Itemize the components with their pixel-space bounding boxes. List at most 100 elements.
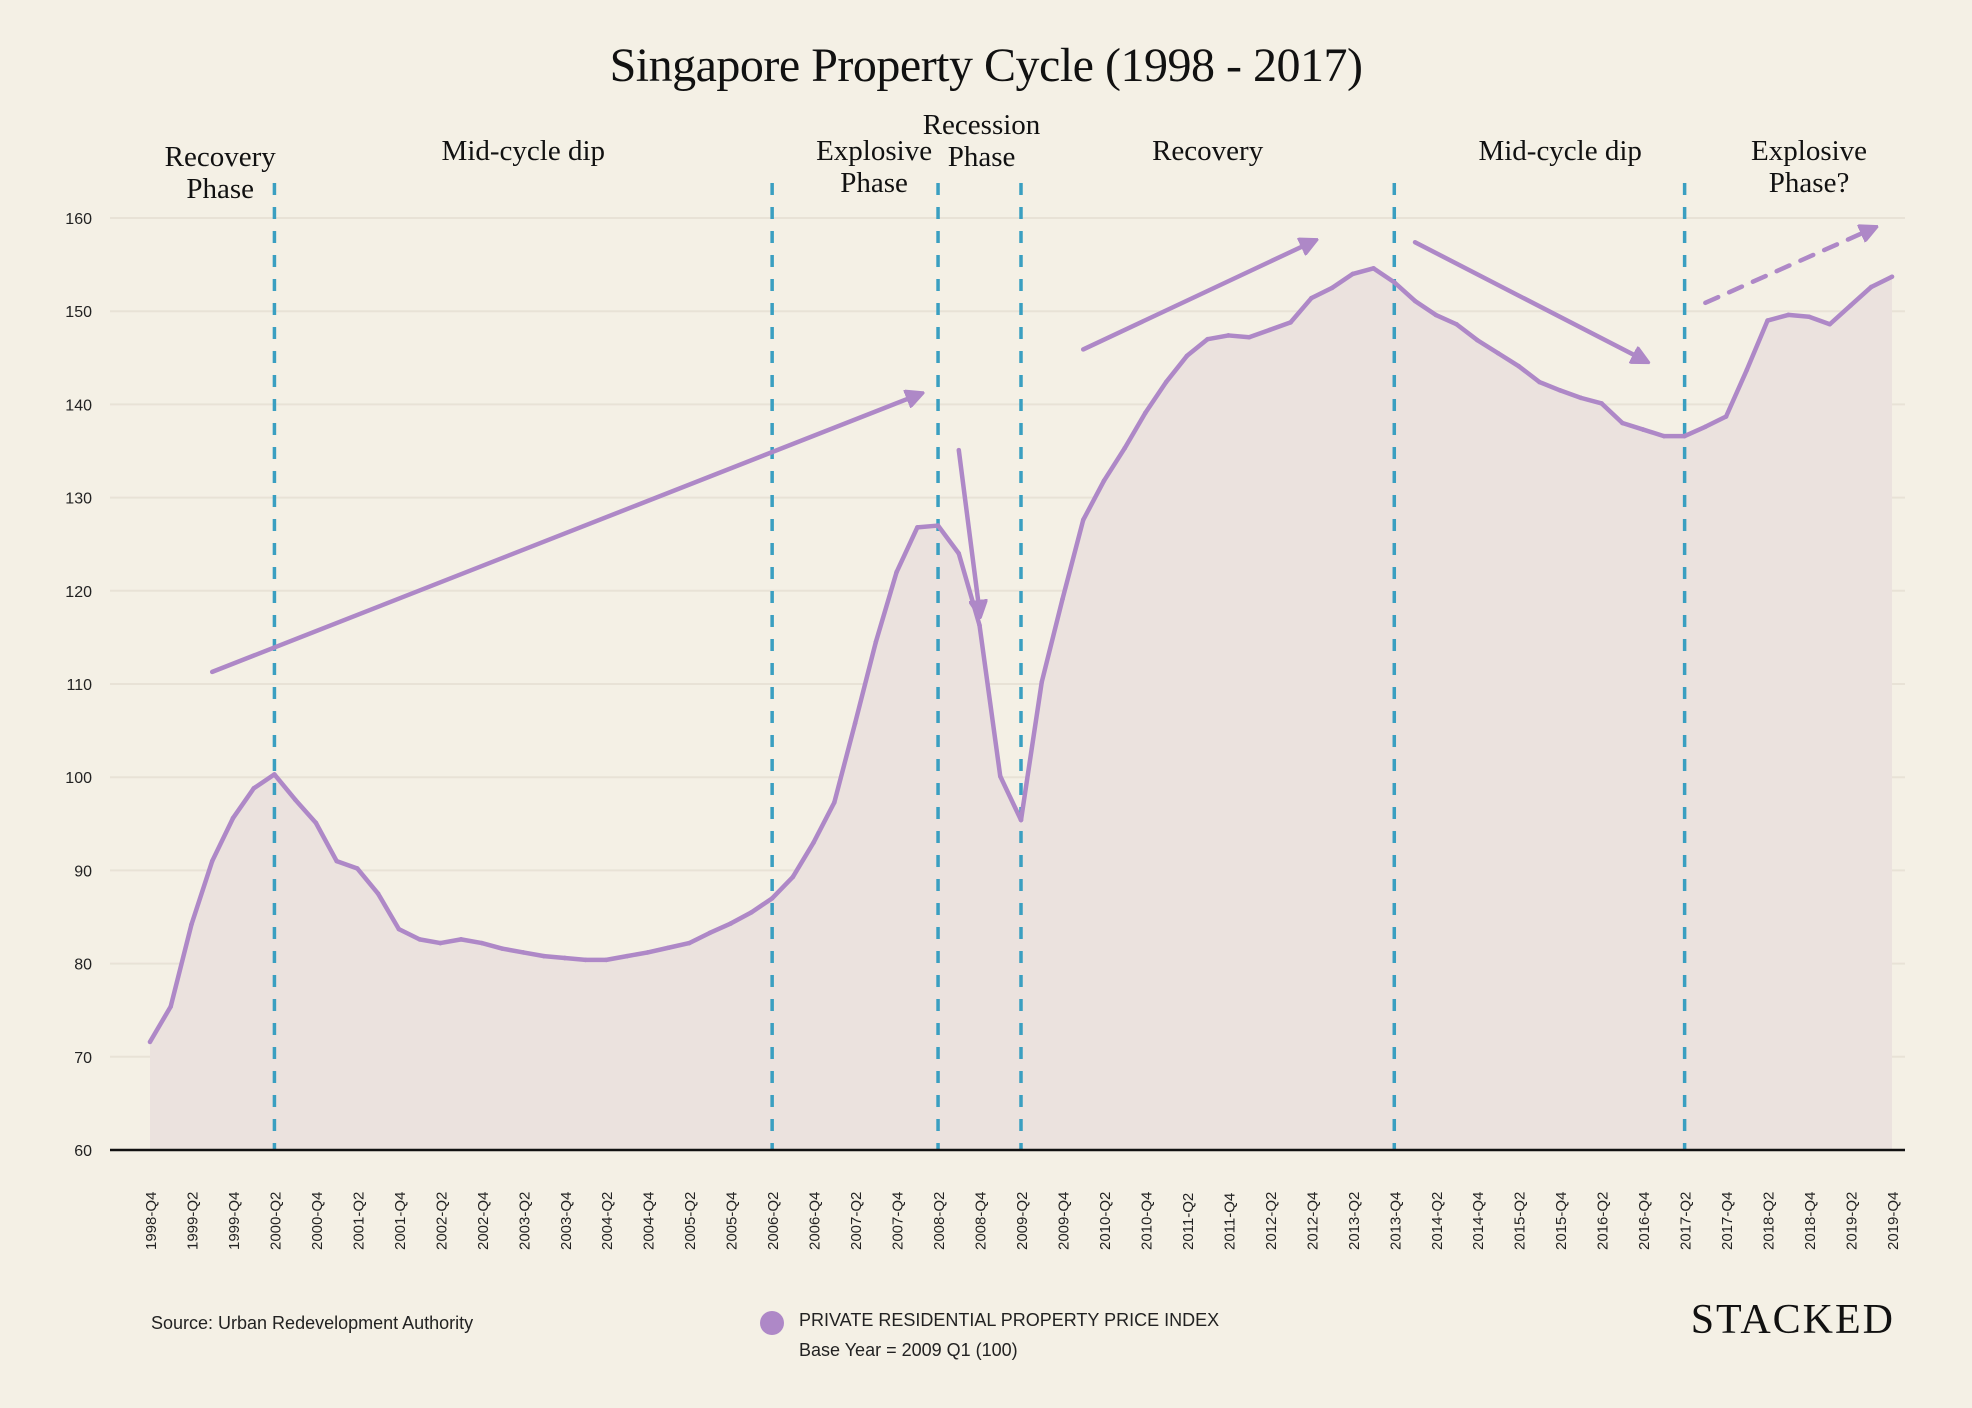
x-tick-label: 2016-Q2: [1595, 1192, 1612, 1250]
series-line-segment: [189, 858, 215, 927]
data-point: [790, 874, 796, 880]
data-point: [686, 940, 692, 946]
series-line-segment: [915, 523, 941, 530]
x-axis: 1998-Q4 1999-Q2 1999-Q4 2000-Q2 2000-Q4 2001-…: [110, 1148, 1905, 1250]
series-line-segment: [272, 772, 298, 802]
data-point: [1869, 284, 1874, 290]
series-line-segment: [1557, 388, 1584, 401]
data-point: [292, 797, 298, 802]
y-tick-label: 160: [65, 211, 92, 228]
data-point: [1371, 266, 1376, 271]
series-line-segment: [811, 800, 837, 845]
y-tick-label: 110: [66, 677, 92, 694]
data-point: [1081, 517, 1086, 523]
x-tick-label: 2007-Q2: [848, 1192, 865, 1250]
x-tick-label: 2004-Q2: [599, 1192, 616, 1250]
series-line-segment: [1433, 312, 1459, 327]
series-line-segment: [1495, 350, 1521, 369]
series-line-segment: [852, 639, 879, 726]
data-point: [852, 720, 858, 726]
data-point: [749, 910, 754, 915]
series-line-segment: [1101, 445, 1127, 484]
x-tick-label: 2012-Q2: [1263, 1192, 1280, 1250]
phase-boundaries: [272, 183, 1687, 1150]
data-point: [1475, 337, 1480, 343]
data-point: [1018, 817, 1024, 823]
data-point: [624, 953, 630, 959]
series-line-segment: [603, 953, 630, 963]
trend-arrow: [1080, 242, 1311, 352]
series-line-segment: [355, 866, 381, 896]
phase-label: Recovery: [165, 141, 277, 173]
data-point: [1039, 679, 1044, 685]
series-line-segment: [769, 874, 796, 901]
x-tick-label: 2014-Q4: [1470, 1192, 1487, 1250]
data-point: [1060, 596, 1065, 602]
data-point: [1806, 314, 1812, 319]
series-line-segment: [375, 891, 402, 932]
data-point: [417, 937, 422, 942]
x-tick-label: 2011-Q2: [1180, 1193, 1197, 1250]
data-point: [1246, 335, 1252, 340]
series-line-segment: [1184, 336, 1210, 359]
y-tick-label: 100: [65, 770, 92, 787]
series-line-segment: [1765, 312, 1791, 323]
series-line-segment: [1827, 303, 1853, 327]
series-line-segment: [1060, 517, 1086, 602]
data-point: [1205, 336, 1210, 342]
y-tick-label: 140: [65, 397, 92, 414]
data-point: [479, 940, 485, 946]
data-point: [1723, 414, 1729, 419]
data-point: [521, 950, 526, 955]
data-point: [1495, 350, 1501, 356]
series-line-segment: [1412, 298, 1439, 318]
series-line-segment: [417, 937, 443, 946]
data-point: [1288, 320, 1293, 325]
phase-label: Phase: [186, 173, 254, 205]
data-point: [1350, 271, 1356, 277]
data-point: [1827, 322, 1832, 327]
legend-label: PRIVATE RESIDENTIAL PROPERTY PRICE INDEX: [799, 1310, 1220, 1330]
series-line-segment: [977, 623, 1003, 779]
data-point: [1226, 333, 1231, 338]
series-line-segment: [438, 937, 464, 946]
x-tick-label: 2006-Q2: [765, 1192, 782, 1250]
x-tick-label: 2019-Q2: [1844, 1192, 1861, 1250]
series-line-segment: [645, 945, 671, 955]
series-line-segment: [624, 950, 650, 959]
x-tick-label: 2010-Q2: [1097, 1192, 1114, 1250]
x-tick-label: 2004-Q4: [641, 1192, 658, 1250]
series-line-segment: [209, 815, 236, 864]
x-tick-label: 2007-Q4: [890, 1192, 907, 1250]
series-line-segment: [147, 1004, 173, 1045]
data-point: [1744, 367, 1750, 373]
series-line-segment: [749, 896, 775, 915]
y-tick-label: 130: [65, 491, 92, 508]
series-line-segment: [1786, 312, 1812, 320]
data-point: [168, 1004, 173, 1009]
phase-label: Mid-cycle dip: [442, 135, 605, 167]
data-point: [1786, 312, 1791, 318]
series-line-segment: [728, 910, 754, 926]
data-point: [1640, 427, 1646, 432]
trend-arrow: [956, 447, 980, 611]
x-tick-label: 2011-Q4: [1221, 1193, 1238, 1250]
x-tick-label: 2012-Q4: [1304, 1192, 1321, 1250]
area-layer: [150, 268, 1892, 1151]
series-line-segment: [1267, 320, 1293, 333]
data-point: [1848, 303, 1853, 308]
data-point: [1620, 420, 1625, 426]
x-tick-label: 2017-Q4: [1719, 1192, 1736, 1250]
data-point: [438, 940, 443, 946]
series-line-segment: [562, 955, 588, 963]
data-point: [1703, 424, 1708, 429]
series-line-segment: [1039, 596, 1065, 685]
data-point: [728, 921, 733, 926]
data-point: [1163, 379, 1169, 385]
data-point: [1578, 395, 1584, 401]
data-point: [811, 840, 816, 845]
series-line-segment: [707, 921, 733, 936]
series-line-segment: [1350, 266, 1376, 277]
series-line-segment: [1392, 280, 1418, 304]
